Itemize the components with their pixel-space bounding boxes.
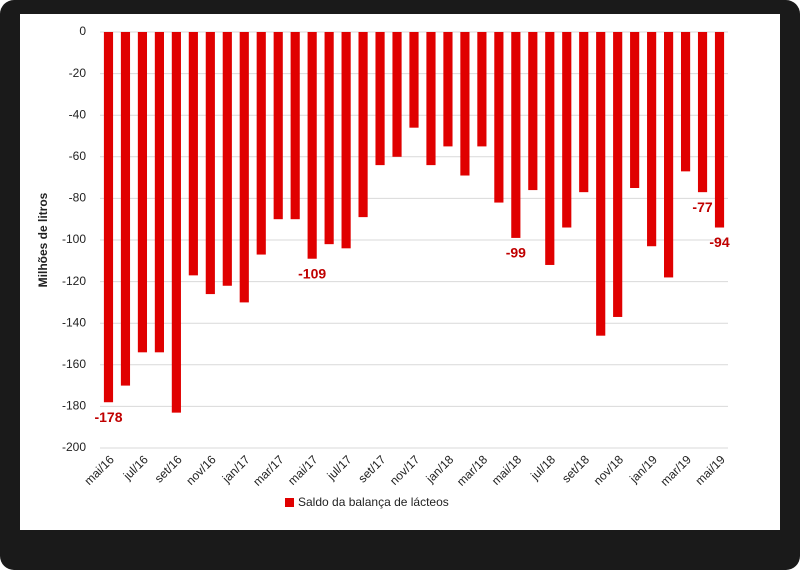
bar [256, 32, 266, 255]
bar [680, 32, 691, 172]
bar [375, 32, 385, 166]
bar [290, 32, 300, 220]
bar [426, 32, 436, 166]
bar [477, 32, 487, 147]
bar [341, 32, 351, 249]
bar [714, 32, 725, 228]
y-tick-label: -20 [69, 66, 87, 80]
bar [307, 32, 317, 259]
y-tick-label: 0 [79, 24, 86, 38]
bar [273, 32, 283, 220]
bar [545, 32, 555, 265]
y-tick-label: -100 [62, 232, 86, 246]
data-label: -94 [709, 234, 729, 250]
data-label: -99 [506, 245, 526, 261]
bar [494, 32, 504, 203]
y-tick-label: -160 [62, 357, 86, 371]
y-tick-label: -180 [62, 399, 86, 413]
bar [647, 32, 657, 247]
bar [579, 32, 589, 193]
bar [222, 32, 232, 286]
bar [188, 32, 198, 276]
bar [154, 32, 164, 353]
bar [239, 32, 249, 303]
data-label: -178 [94, 409, 122, 425]
data-label: -109 [298, 265, 326, 281]
data-label: -77 [692, 199, 712, 215]
bar [460, 32, 470, 176]
y-tick-label: -120 [62, 274, 86, 288]
y-tick-label: -40 [69, 107, 87, 121]
legend-swatch [285, 498, 294, 507]
bar [324, 32, 334, 245]
bar [443, 32, 453, 147]
bar [562, 32, 572, 228]
legend-label: Saldo da balança de lácteos [298, 495, 449, 509]
y-tick-label: -60 [69, 149, 87, 163]
bar [205, 32, 215, 295]
bar [171, 32, 181, 413]
y-tick-label: -200 [62, 440, 86, 454]
bar [596, 32, 606, 336]
bar [697, 32, 708, 193]
bar [630, 32, 640, 188]
bar [103, 32, 114, 403]
bar [392, 32, 402, 157]
y-tick-label: -80 [69, 191, 87, 205]
bar [137, 32, 148, 353]
bar [528, 32, 538, 191]
bar [120, 32, 131, 386]
bar [409, 32, 419, 128]
bar [613, 32, 623, 317]
bar [511, 32, 521, 238]
y-axis-label: Milhões de litros [36, 192, 50, 287]
bar [358, 32, 368, 218]
y-tick-label: -140 [62, 315, 86, 329]
bar [664, 32, 674, 278]
